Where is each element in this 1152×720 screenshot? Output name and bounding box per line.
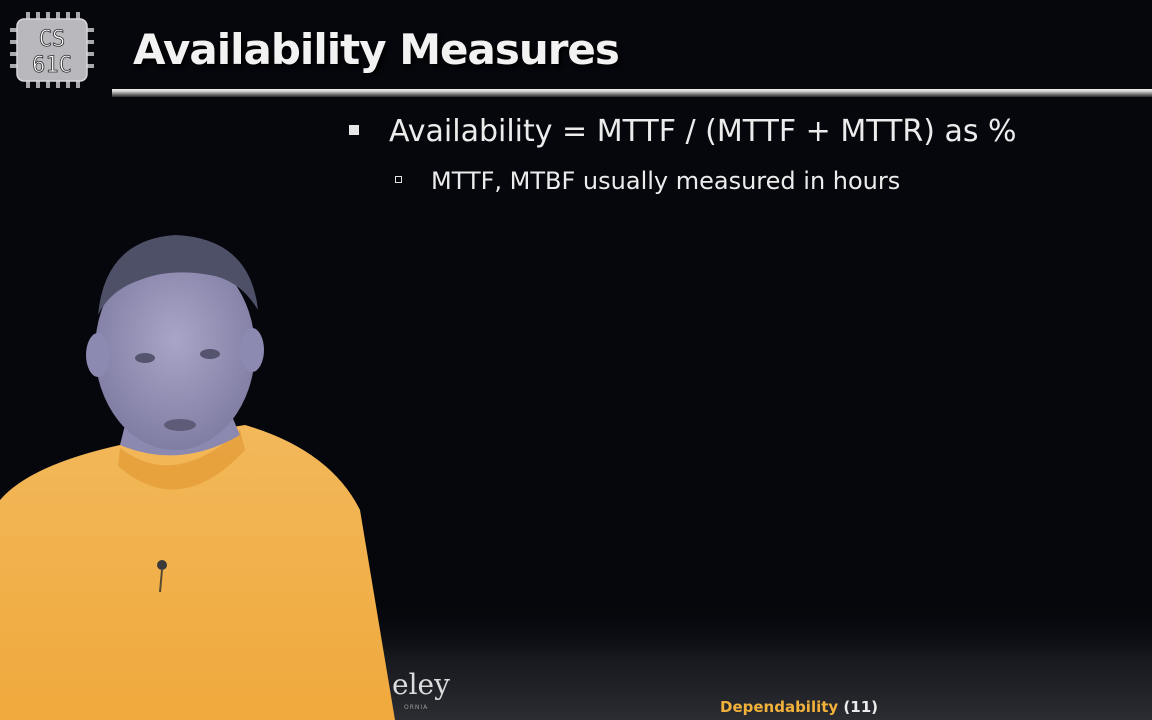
square-bullet-icon: [349, 125, 359, 135]
bullet-list: Availability = MTTF / (MTTF + MTTR) as %…: [345, 110, 1145, 200]
bullet-item: Availability = MTTF / (MTTF + MTTR) as %: [345, 110, 1145, 154]
berkeley-watermark-small: ORNIA: [404, 704, 429, 711]
logo-line1: CS: [39, 27, 66, 52]
footer-page-number: (11): [843, 698, 879, 716]
berkeley-watermark: eley: [392, 668, 450, 701]
cs61c-chip-logo: CS 61C: [10, 12, 94, 88]
presenter-video: [0, 235, 395, 720]
title-divider: [112, 89, 1152, 97]
slide-title: Availability Measures: [133, 25, 620, 74]
slide-footer: Dependability (11): [720, 697, 878, 717]
logo-line2: 61C: [32, 53, 72, 78]
bullet-text: Availability = MTTF / (MTTF + MTTR) as %: [389, 114, 1017, 149]
hollow-square-bullet-icon: [395, 176, 402, 183]
footer-topic: Dependability: [720, 698, 839, 716]
sub-bullet-text: MTTF, MTBF usually measured in hours: [431, 167, 901, 195]
sub-bullet-item: MTTF, MTBF usually measured in hours: [345, 162, 1145, 200]
